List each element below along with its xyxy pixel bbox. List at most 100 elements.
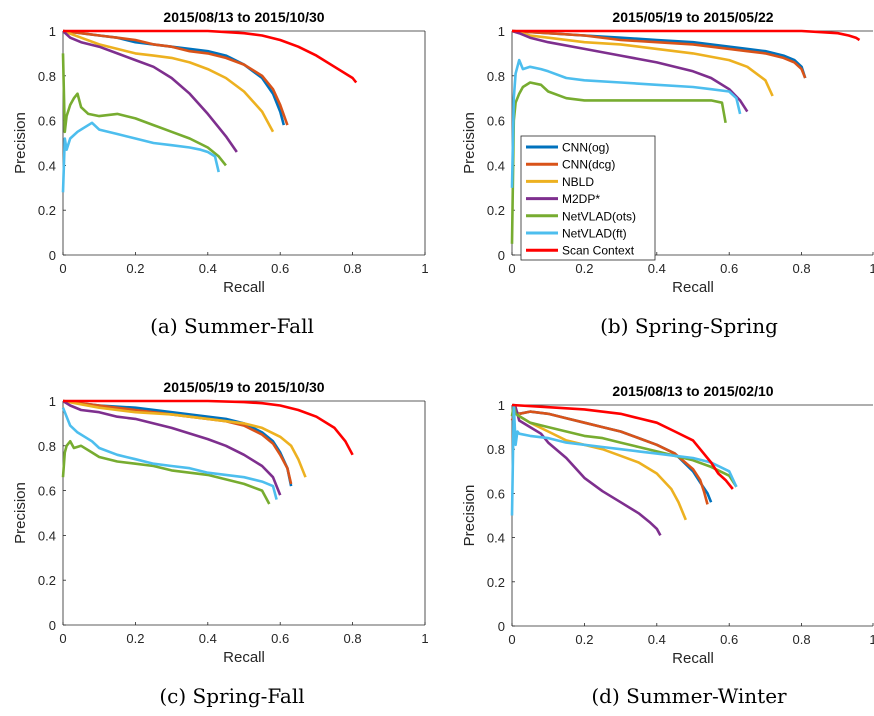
x-tick-label: 0.8 [793, 632, 811, 647]
y-tick-label: 0.4 [38, 158, 56, 173]
y-tick-label: 0.4 [487, 158, 505, 173]
x-tick-label: 0.2 [575, 261, 593, 276]
legend-item-cnn-dcg: CNN(dcg) [526, 158, 615, 172]
series-line-netvlad-ft [61, 121, 220, 193]
legend-label: NBLD [562, 175, 594, 189]
series-line-m2dp [511, 403, 662, 537]
x-tick-label: 0.6 [271, 631, 289, 646]
legend-label: NetVLAD(ots) [562, 209, 636, 223]
legend-label: CNN(dcg) [562, 158, 615, 172]
x-tick-label: 0.4 [648, 261, 666, 276]
series-line-scan-context [512, 29, 861, 42]
series-line-scan-context [63, 399, 354, 456]
series-line-netvlad-ots [510, 81, 727, 244]
chart-title: 2015/08/13 to 2015/10/30 [163, 9, 324, 25]
series-line-cnn-dcg [62, 29, 289, 126]
series-line-scan-context [63, 29, 358, 84]
chart-title: 2015/08/13 to 2015/02/10 [612, 383, 773, 399]
x-tick-label: 0.2 [126, 631, 144, 646]
series-line-cnn-og [62, 399, 293, 487]
series-line-netvlad-ft [510, 58, 742, 188]
series-line-netvlad-ots [510, 403, 738, 488]
x-tick-label: 0.2 [575, 632, 593, 647]
x-tick-label: 0 [59, 261, 66, 276]
x-tick-label: 1 [869, 261, 874, 276]
legend-label: M2DP* [562, 192, 600, 206]
chart-panel-2: 0 0.2 0.4 0.6 0.8 1 0 0.2 0.4 0.6 0.8 1 2015/05/19 t… [461, 9, 874, 296]
chart-panel-1: 0 0.2 0.4 0.6 0.8 1 0 0.2 0.4 0.6 0.8 1 2015/08/13 t… [12, 9, 429, 296]
series-line-nbld [62, 29, 275, 133]
series-line-scan-context [511, 403, 734, 490]
y-tick-label: 0.2 [38, 203, 56, 218]
series-line-nbld [511, 29, 774, 97]
series-line-netvlad-ots [61, 439, 271, 505]
x-tick-label: 0.6 [271, 261, 289, 276]
x-tick-label: 0.8 [793, 261, 811, 276]
y-tick-label: 1 [49, 24, 56, 39]
legend: CNN(og) CNN(dcg) NBLD M2DP* NetVLAD(ots) NetV… [520, 135, 656, 261]
series-line-cnn-dcg [511, 29, 807, 79]
y-tick-label: 0 [498, 248, 505, 263]
legend-label: CNN(og) [562, 141, 609, 155]
chart-title: 2015/05/19 to 2015/10/30 [163, 379, 324, 395]
x-tick-label: 0.8 [344, 631, 362, 646]
legend-item-netvlad-ft: NetVLAD(ft) [526, 227, 627, 241]
x-tick-label: 0.4 [199, 631, 217, 646]
legend-item-cnn-og: CNN(og) [526, 141, 609, 155]
chart-panel-4: 0 0.2 0.4 0.6 0.8 1 0 0.2 0.4 0.6 0.8 1 2015/08/13 t… [461, 383, 874, 667]
x-tick-label: 0.6 [720, 632, 738, 647]
series-line-nbld [62, 399, 307, 478]
x-tick-label: 0 [59, 631, 66, 646]
y-tick-label: 1 [498, 24, 505, 39]
y-tick-label: 0.6 [487, 486, 505, 501]
y-tick-label: 0.8 [487, 442, 505, 457]
y-tick-label: 1 [498, 398, 505, 413]
y-tick-label: 0 [49, 618, 56, 633]
legend-label: Scan Context [562, 244, 635, 258]
legend-item-scan-context: Scan Context [526, 244, 635, 258]
caption-c: (c) Spring-Fall [159, 684, 304, 708]
x-tick-label: 1 [421, 261, 428, 276]
y-axis-label: Precision [461, 112, 478, 174]
y-tick-label: 0.2 [38, 573, 56, 588]
caption-d: (d) Summer-Winter [591, 684, 787, 708]
y-tick-label: 0.6 [487, 114, 505, 129]
x-tick-label: 0 [508, 261, 515, 276]
y-tick-label: 0 [49, 248, 56, 263]
y-axis-label: Precision [12, 112, 29, 174]
y-tick-label: 0.8 [38, 439, 56, 454]
y-tick-label: 0.4 [487, 531, 505, 546]
legend-item-netvlad-ots: NetVLAD(ots) [526, 209, 636, 223]
x-tick-label: 1 [421, 631, 428, 646]
y-axis-label: Precision [12, 482, 29, 544]
chart-title: 2015/05/19 to 2015/05/22 [612, 9, 773, 25]
series-line-m2dp [62, 30, 238, 153]
caption-a: (a) Summer-Fall [150, 314, 314, 338]
y-tick-label: 0.6 [38, 484, 56, 499]
x-tick-label: 0.2 [126, 261, 144, 276]
y-tick-label: 0.4 [38, 528, 56, 543]
x-tick-label: 1 [869, 632, 874, 647]
x-tick-label: 0.8 [344, 261, 362, 276]
y-tick-label: 0.8 [38, 69, 56, 84]
x-axis-label: Recall [672, 650, 714, 667]
x-tick-label: 0.4 [648, 632, 666, 647]
y-tick-label: 0 [498, 619, 505, 634]
legend-item-nbld: NBLD [526, 175, 594, 189]
series-line-cnn-dcg [510, 410, 709, 505]
y-tick-label: 0.8 [487, 69, 505, 84]
x-axis-label: Recall [672, 279, 714, 296]
y-axis-label: Precision [461, 485, 478, 547]
caption-b: (b) Spring-Spring [600, 314, 778, 338]
series-line-netvlad-ft [61, 407, 278, 500]
series-line-netvlad-ft [510, 403, 738, 516]
legend-item-m2dp: M2DP* [526, 192, 600, 206]
chart-panels: 0 0.2 0.4 0.6 0.8 1 0 0.2 0.4 0.6 0.8 1 2015/08/13 t… [12, 9, 874, 667]
x-tick-label: 0.4 [199, 261, 217, 276]
y-tick-label: 1 [49, 394, 56, 409]
series-line-m2dp [62, 399, 282, 496]
x-axis-label: Recall [223, 279, 265, 296]
x-axis-label: Recall [223, 649, 265, 666]
y-tick-label: 0.2 [487, 203, 505, 218]
